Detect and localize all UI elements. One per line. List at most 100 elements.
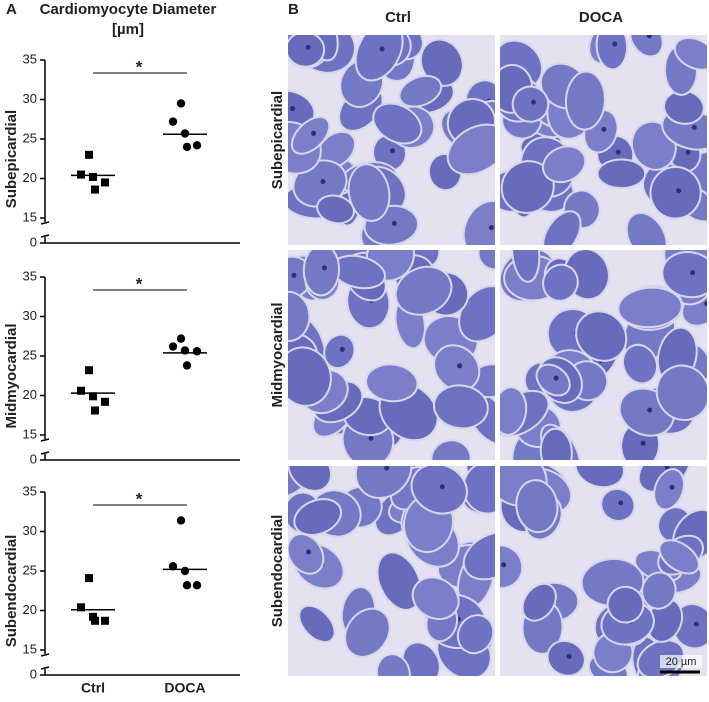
cell: [649, 165, 702, 220]
y-tick-label: 20: [23, 170, 37, 185]
micrograph: [288, 35, 495, 245]
significance-label: *: [136, 489, 143, 508]
data-point: [77, 603, 85, 612]
cell: [433, 344, 481, 392]
y-tick-label: 0: [30, 666, 37, 681]
cell: [290, 116, 331, 155]
axis-break: [40, 451, 50, 455]
cell: [298, 604, 336, 644]
cell: [500, 544, 524, 590]
y-tick-label: 30: [23, 308, 37, 323]
cell: [323, 333, 356, 370]
y-tick-label: 0: [30, 451, 37, 466]
data-point: [180, 129, 190, 138]
axis-break: [40, 438, 50, 442]
nucleus: [615, 149, 621, 155]
cell: [365, 363, 419, 403]
data-point: [176, 516, 186, 525]
nucleus: [390, 148, 396, 154]
cell: [354, 466, 413, 499]
title: Cardiomyocyte Diameter: [40, 1, 217, 18]
cell: [462, 531, 495, 581]
axis-break: [40, 653, 50, 657]
nucleus: [311, 130, 317, 136]
cell: [539, 427, 573, 460]
nucleus: [457, 363, 463, 369]
cell: [376, 551, 422, 611]
data-point: [77, 386, 85, 395]
title: [µm]: [112, 21, 144, 38]
data-point: [176, 334, 186, 343]
cell: [462, 199, 495, 245]
nucleus: [693, 621, 699, 627]
cell: [596, 158, 647, 190]
cell: [653, 468, 685, 511]
cell: [655, 364, 707, 421]
data-point: [91, 616, 99, 625]
data-point: [91, 185, 99, 194]
data-point: [180, 566, 190, 576]
y-tick-label: 25: [23, 562, 37, 577]
nucleus: [305, 44, 311, 50]
y-tick-label: 15: [23, 426, 37, 441]
data-point: [192, 581, 202, 590]
cell: [625, 211, 668, 245]
cell: [542, 263, 579, 302]
cell: [564, 70, 606, 131]
nucleus: [566, 653, 572, 659]
nucleus: [685, 149, 691, 155]
cell: [641, 571, 677, 610]
x-tick-label: Ctrl: [81, 680, 105, 696]
micrograph: [500, 466, 707, 676]
cell: [372, 102, 423, 145]
y-tick-label: 35: [23, 51, 37, 66]
y-tick-label: 35: [23, 268, 37, 283]
data-point: [85, 150, 93, 159]
micrograph: [500, 250, 707, 460]
y-tick-label: 0: [30, 234, 37, 249]
nucleus: [601, 126, 607, 132]
panel-label: A: [6, 1, 17, 18]
data-point: [168, 562, 178, 571]
cell: [410, 466, 468, 515]
nucleus: [676, 188, 682, 194]
micrograph: [288, 250, 495, 460]
cell: [347, 163, 391, 222]
data-point: [168, 342, 178, 351]
y-tick-label: 30: [23, 523, 37, 538]
nucleus: [488, 225, 494, 231]
cell: [344, 607, 391, 658]
nucleus: [530, 99, 536, 105]
cell: [606, 585, 645, 624]
cell: [394, 265, 453, 316]
nucleus: [553, 375, 559, 381]
nucleus: [305, 549, 311, 555]
nucleus: [618, 500, 624, 506]
nucleus: [439, 484, 445, 490]
cell: [316, 194, 355, 225]
cell: [511, 85, 550, 123]
data-point: [182, 581, 192, 590]
y-tick-label: 25: [23, 347, 37, 362]
cell: [288, 346, 332, 407]
nucleus: [691, 124, 697, 130]
row-label: Subepicardial: [269, 91, 286, 189]
cell: [629, 35, 664, 58]
y-tick-label: 15: [23, 209, 37, 224]
nucleus: [669, 484, 675, 490]
row-label: Subendocardial: [269, 515, 286, 628]
cell: [600, 487, 636, 522]
y-axis-label: Midmyocardial: [3, 323, 20, 428]
cell: [595, 35, 629, 71]
cell: [354, 35, 404, 82]
cell: [419, 38, 464, 87]
cell: [542, 210, 582, 245]
y-tick-label: 25: [23, 130, 37, 145]
cell: [398, 74, 443, 108]
cell: [546, 639, 586, 676]
nucleus: [612, 41, 618, 47]
cell: [617, 286, 683, 329]
nucleus: [647, 407, 653, 413]
cell: [430, 439, 472, 460]
cell: [574, 466, 625, 489]
